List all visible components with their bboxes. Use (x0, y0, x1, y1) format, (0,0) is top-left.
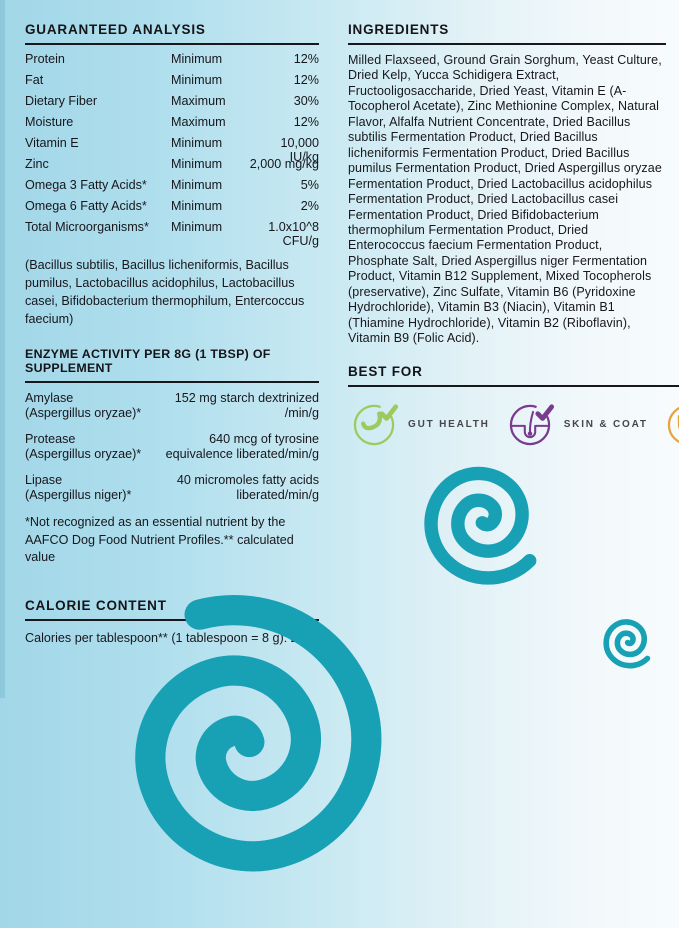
left-edge-shade (0, 0, 5, 698)
nutrient-label: Moisture (25, 115, 74, 129)
table-row: Fat Minimum 12% (25, 73, 319, 94)
nutrient-label: Vitamin E (25, 136, 79, 150)
nutrient-label: Total Microorganisms* (25, 220, 149, 234)
hair-follicle-icon (504, 399, 556, 451)
enzyme-source: (Aspergillus niger)* (25, 488, 132, 502)
nutrient-qualifier: Maximum (171, 94, 226, 108)
nutrient-value: 12% (293, 73, 319, 87)
table-row: Omega 3 Fatty Acids* Minimum 5% (25, 178, 319, 199)
nutrient-qualifier: Minimum (171, 52, 223, 66)
table-row: Dietary Fiber Maximum 30% (25, 94, 319, 115)
section-divider (25, 381, 319, 383)
enzyme-value-line: 152 mg starch dextrinized (174, 391, 319, 405)
enzyme-value-line: 40 micromoles fatty acids (176, 473, 319, 487)
enzyme-table: Amylase (Aspergillus oryzae)* 152 mg sta… (25, 391, 319, 503)
nutrient-qualifier: Minimum (171, 199, 223, 213)
best-for-icons-row: GUT HEALTH SKIN & COAT (348, 399, 679, 451)
nutrient-qualifier: Minimum (171, 136, 223, 150)
nutrient-value: 12% (293, 52, 319, 66)
table-row: Amylase (Aspergillus oryzae)* 152 mg sta… (25, 391, 319, 421)
guaranteed-analysis-table: Protein Minimum 12% Fat Minimum 12% Diet… (25, 52, 319, 248)
calorie-content-title: CALORIE CONTENT (25, 597, 167, 613)
section-divider (25, 43, 319, 45)
enzyme-value-line: /min/g (284, 406, 319, 420)
nutrient-value: 12% (293, 115, 319, 129)
right-column: INGREDIENTS Milled Flaxseed, Ground Grai… (348, 22, 679, 451)
nutrient-label: Protein (25, 52, 65, 66)
table-row: Lipase (Aspergillus niger)* 40 micromole… (25, 473, 319, 503)
table-row: Protein Minimum 12% (25, 52, 319, 73)
spiral-logo-large (393, 424, 583, 614)
best-for-item-immune: IMMUNE (662, 399, 679, 451)
ingredients-text: Milled Flaxseed, Ground Grain Sorghum, Y… (348, 53, 662, 346)
best-for-item-gut-health: GUT HEALTH (348, 399, 490, 451)
table-row: Vitamin E Minimum 10,000 IU/kg (25, 136, 319, 164)
nutrient-qualifier: Minimum (171, 73, 223, 87)
table-row: Moisture Maximum 12% (25, 115, 319, 136)
left-column: GUARANTEED ANALYSIS Protein Minimum 12% … (25, 22, 319, 645)
calorie-content-text: Calories per tablespoon** (1 tablespoon … (25, 630, 316, 645)
enzyme-name: Lipase (25, 473, 63, 487)
nutrient-value: 2,000 mg/kg (249, 157, 319, 171)
table-row: Protease (Aspergillus oryzae)* 640 mcg o… (25, 432, 319, 462)
table-row: Total Microorganisms* Minimum 1.0x10^8 C… (25, 220, 319, 248)
enzyme-name: Amylase (25, 391, 74, 405)
nutrient-label: Fat (25, 73, 44, 87)
ingredients-title: INGREDIENTS (348, 22, 450, 37)
enzyme-activity-section: ENZYME ACTIVITY PER 8G (1 TBSP) OF SUPPL… (25, 347, 319, 567)
table-row: Omega 6 Fatty Acids* Minimum 2% (25, 199, 319, 220)
enzyme-value-line: equivalence liberated/min/g (165, 447, 319, 461)
enzyme-name: Protease (25, 432, 76, 446)
enzyme-value-line: liberated/min/g (236, 488, 319, 502)
enzyme-source: (Aspergillus oryzae)* (25, 447, 142, 461)
calorie-content-section: CALORIE CONTENT Calories per tablespoon*… (25, 598, 319, 645)
table-row: Zinc Minimum 2,000 mg/kg (25, 157, 319, 178)
nutrient-label: Omega 3 Fatty Acids* (25, 178, 147, 192)
best-for-title: BEST FOR (348, 363, 423, 379)
section-divider (25, 618, 319, 621)
enzyme-label: Protease (Aspergillus oryzae)* (25, 432, 153, 462)
nutrient-value: 10,000 IU/kg (280, 136, 319, 164)
nutrient-label: Zinc (25, 157, 49, 171)
enzyme-value: 152 mg starch dextrinized /min/g (153, 391, 319, 421)
stomach-icon (348, 399, 400, 451)
guaranteed-analysis-title: GUARANTEED ANALYSIS (25, 22, 206, 37)
microorganisms-note: (Bacillus subtilis, Bacillus licheniform… (25, 258, 305, 326)
enzyme-value: 640 mcg of tyrosine equivalence liberate… (153, 432, 319, 462)
nutrient-qualifier: Minimum (171, 157, 223, 171)
nutrient-value: 5% (300, 178, 319, 192)
best-for-label: SKIN & COAT (563, 419, 648, 431)
aafco-footnote: *Not recognized as an essential nutrient… (25, 515, 294, 564)
nutrient-label: Dietary Fiber (25, 94, 98, 108)
enzyme-source: (Aspergillus oryzae)* (25, 406, 142, 420)
best-for-item-skin-coat: SKIN & COAT (504, 399, 648, 451)
best-for-label: GUT HEALTH (408, 419, 490, 431)
enzyme-label: Lipase (Aspergillus niger)* (25, 473, 153, 503)
shield-plus-icon (662, 399, 679, 451)
nutrient-qualifier: Minimum (171, 178, 223, 192)
section-divider (348, 384, 679, 387)
enzyme-activity-title: ENZYME ACTIVITY PER 8G (1 TBSP) OF SUPPL… (25, 347, 271, 375)
nutrient-label: Omega 6 Fatty Acids* (25, 199, 147, 213)
nutrient-value: 30% (293, 94, 319, 108)
best-for-section: BEST FOR GUT HEALTH (348, 364, 679, 451)
enzyme-label: Amylase (Aspergillus oryzae)* (25, 391, 153, 421)
section-divider (348, 43, 666, 45)
enzyme-value: 40 micromoles fatty acids liberated/min/… (153, 473, 319, 503)
nutrient-qualifier: Maximum (171, 115, 226, 129)
nutrient-value: 2% (300, 199, 319, 213)
spiral-logo-small (590, 601, 669, 680)
nutrient-value: 1.0x10^8 CFU/g (268, 220, 319, 248)
nutrient-qualifier: Minimum (171, 220, 223, 234)
enzyme-value-line: 640 mcg of tyrosine (209, 432, 319, 446)
